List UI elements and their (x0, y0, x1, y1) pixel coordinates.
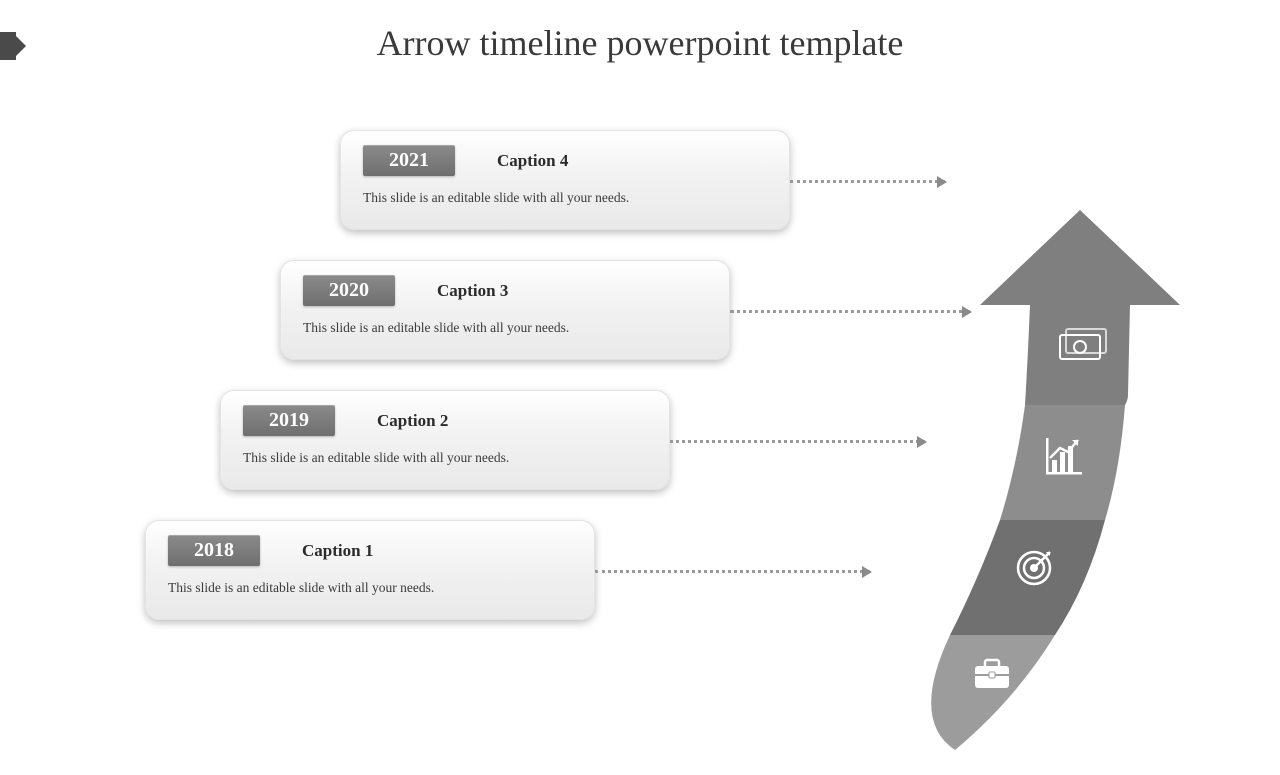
timeline-card-2: 2019 Caption 2 This slide is an editable… (220, 390, 670, 490)
arrow-segment-4 (931, 635, 1055, 750)
connector-2 (670, 440, 925, 443)
card-desc: This slide is an editable slide with all… (363, 190, 767, 206)
upward-arrow (920, 210, 1220, 770)
arrow-segment-1 (1025, 305, 1130, 405)
timeline-card-3: 2020 Caption 3 This slide is an editable… (280, 260, 730, 360)
arrow-segment-3 (950, 520, 1105, 635)
year-badge: 2018 (168, 535, 260, 566)
year-badge: 2021 (363, 145, 455, 176)
slide-title: Arrow timeline powerpoint template (0, 22, 1280, 64)
target-icon (1018, 552, 1050, 584)
card-caption: Caption 1 (302, 541, 373, 561)
card-caption: Caption 3 (437, 281, 508, 301)
year-badge: 2020 (303, 275, 395, 306)
timeline-card-1: 2018 Caption 1 This slide is an editable… (145, 520, 595, 620)
card-desc: This slide is an editable slide with all… (168, 580, 572, 596)
card-caption: Caption 4 (497, 151, 568, 171)
card-caption: Caption 2 (377, 411, 448, 431)
timeline-card-4: 2021 Caption 4 This slide is an editable… (340, 130, 790, 230)
card-desc: This slide is an editable slide with all… (303, 320, 707, 336)
arrow-head (980, 210, 1180, 305)
year-badge: 2019 (243, 405, 335, 436)
timeline-stage: 2021 Caption 4 This slide is an editable… (0, 100, 1280, 720)
connector-4 (790, 180, 945, 183)
card-desc: This slide is an editable slide with all… (243, 450, 647, 466)
connector-1 (595, 570, 870, 573)
